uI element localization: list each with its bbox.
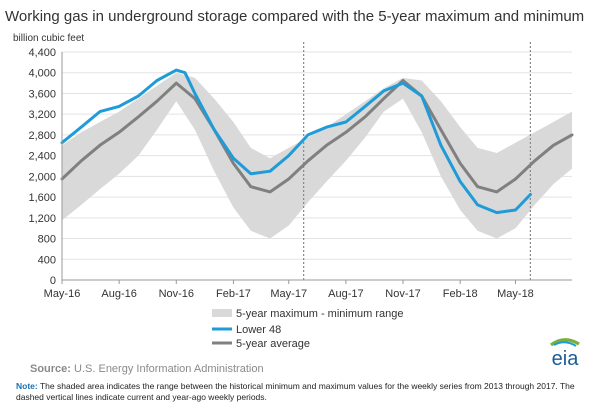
y-ticks: 0 400 800 1,200 1,600 2,000 2,400 2,800 3,200 3,6… [28, 47, 56, 287]
x-tick-label: Aug-16 [101, 288, 136, 300]
source-label: Source: [30, 363, 71, 375]
axes [61, 52, 572, 281]
legend-label-range: 5-year maximum - minimum range [236, 308, 403, 320]
x-tick-label: May-16 [44, 288, 81, 300]
y-tick-label: 1,200 [28, 213, 56, 225]
y-tick-label: 3,200 [28, 109, 56, 121]
x-tick-label: May-18 [497, 288, 534, 300]
y-tick-label: 1,600 [28, 192, 56, 204]
y-tick-label: 2,800 [28, 130, 56, 142]
range-band-area [62, 72, 572, 239]
x-tick-label: Nov-17 [385, 288, 420, 300]
y-tick-label: 3,600 [28, 88, 56, 100]
note-text: The shaded area indicates the range betw… [16, 381, 575, 402]
y-tick-label: 4,400 [28, 47, 56, 59]
legend-label-average: 5-year average [236, 338, 310, 350]
y-tick-label: 2,000 [28, 171, 56, 183]
y-tick-label: 0 [50, 275, 56, 287]
legend-label-lower48: Lower 48 [236, 324, 281, 336]
note-label: Note: [16, 381, 38, 391]
logo-text: eia [552, 348, 580, 370]
legend: 5-year maximum - minimum range Lower 48 … [212, 308, 403, 350]
source-line: Source: U.S. Energy Information Administ… [30, 363, 264, 375]
x-tick-label: Feb-18 [443, 288, 478, 300]
lower48-line [60, 68, 532, 215]
range-band [62, 72, 572, 239]
chart-title: Working gas in underground storage compa… [5, 8, 584, 25]
five-year-average-line [60, 79, 574, 194]
eia-logo-icon: eia [550, 338, 580, 370]
x-tick-label: May-17 [270, 288, 307, 300]
x-tick-label: Feb-17 [216, 288, 251, 300]
legend-swatch-range [212, 309, 232, 317]
y-tick-label: 4,000 [28, 68, 56, 80]
y-tick-label: 800 [38, 234, 56, 246]
x-tick-label: Nov-16 [159, 288, 194, 300]
y-tick-label: 400 [38, 254, 56, 266]
footnote: Note: The shaded area indicates the rang… [16, 381, 590, 403]
series-lines [60, 68, 574, 215]
y-tick-label: 2,400 [28, 151, 56, 163]
x-ticks: May-16 Aug-16 Nov-16 Feb-17 May-17 Aug-17 Nov-… [44, 280, 534, 300]
y-axis-label: billion cubic feet [13, 33, 84, 44]
source-text: U.S. Energy Information Administration [74, 363, 264, 375]
x-tick-label: Aug-17 [328, 288, 363, 300]
